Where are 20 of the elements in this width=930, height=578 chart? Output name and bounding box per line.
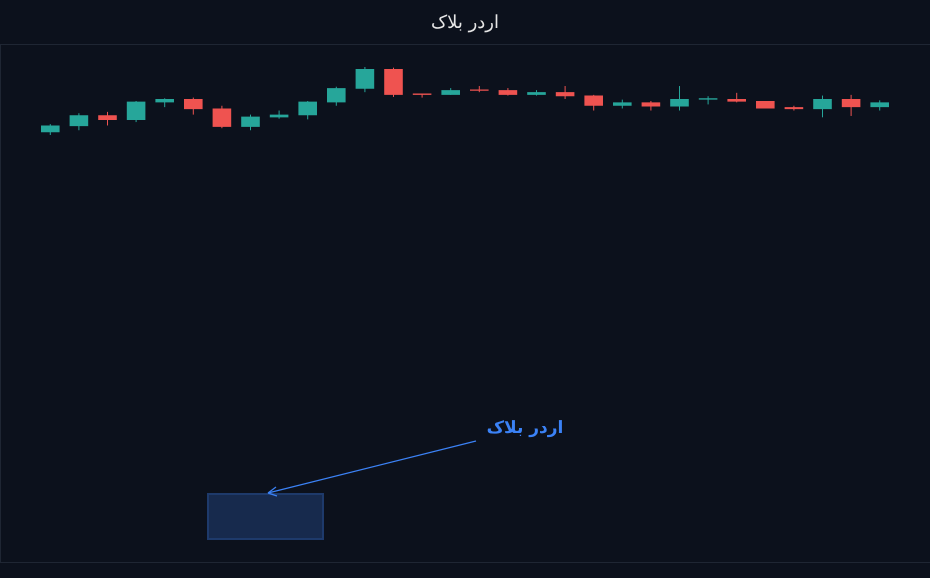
candlestick <box>670 86 689 112</box>
candlestick <box>870 100 889 112</box>
chart-title: اردر بلاک <box>431 12 499 33</box>
candlestick <box>98 111 117 126</box>
candlestick <box>184 97 203 116</box>
candlestick <box>126 100 146 123</box>
candlestick <box>584 94 603 112</box>
candlestick <box>727 92 746 103</box>
candlestick <box>842 94 860 116</box>
candlestick <box>813 95 832 118</box>
candlestick <box>556 86 574 100</box>
candlestick <box>356 66 374 93</box>
candlestick <box>41 124 60 136</box>
candlestick <box>70 112 88 131</box>
candlestick <box>241 114 260 131</box>
text: اردر بلاک <box>486 418 564 438</box>
candlestick <box>642 100 660 112</box>
candlestick <box>327 86 346 106</box>
candlestick <box>298 100 317 120</box>
candlestick <box>212 105 232 129</box>
